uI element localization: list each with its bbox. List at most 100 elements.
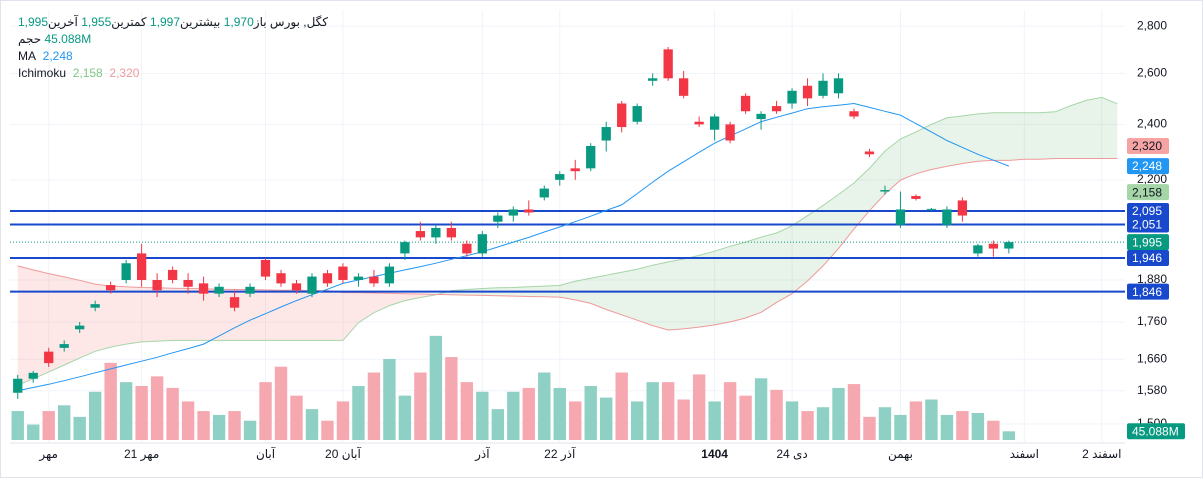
cloud-fill	[250, 289, 266, 341]
x-tick-label: 21 مهر	[124, 447, 159, 462]
volume-bar	[615, 372, 628, 440]
volume-bar	[274, 366, 288, 440]
volume-bar	[863, 416, 876, 440]
candle-body	[679, 78, 689, 96]
volume-bar	[832, 387, 845, 440]
candle-body	[322, 273, 333, 284]
candle-body	[400, 242, 410, 254]
candle-body	[524, 209, 534, 213]
legend-ichimoku-a: 2,158	[72, 66, 103, 80]
span-a-line	[17, 96, 1118, 386]
volume-bar	[894, 414, 907, 440]
candle-body	[833, 78, 844, 94]
candle-body	[121, 263, 131, 280]
candle-body	[617, 103, 627, 128]
candle-body	[663, 49, 673, 79]
price-badge	[1127, 202, 1169, 219]
volume-bar	[878, 407, 892, 440]
volume-bar	[321, 420, 334, 440]
volume-bar	[305, 409, 319, 440]
cloud-fill	[900, 131, 916, 181]
volume-bar	[460, 382, 474, 440]
legend-ma-label: MA	[18, 49, 36, 63]
volume-bar	[119, 382, 133, 440]
candle-body	[864, 151, 875, 155]
y-tick-label: 2,400	[1137, 117, 1167, 131]
volume-bar	[243, 420, 257, 440]
volume-bar	[816, 407, 830, 440]
cloud-fill	[962, 113, 978, 164]
candle-body	[214, 286, 224, 294]
volume-bar	[73, 416, 86, 440]
candle-body	[167, 269, 178, 280]
legend-volume-value: 45.088M	[44, 32, 92, 46]
volume-bar	[27, 424, 40, 440]
x-tick-label: 20 آبان	[325, 446, 361, 461]
candle-body	[446, 227, 456, 238]
candle-body	[106, 285, 116, 291]
candle-body	[740, 95, 751, 112]
candle-body	[756, 113, 766, 120]
cloud-fill	[141, 287, 158, 342]
legend-ma-value: 2,248	[42, 49, 73, 63]
candle-body	[13, 378, 23, 393]
cloud-fill	[203, 288, 220, 341]
candle-body	[415, 231, 426, 238]
volume-bar	[1002, 431, 1016, 440]
cloud-fill	[296, 290, 312, 341]
cloud-fill	[668, 258, 684, 331]
cloud-fill	[931, 117, 947, 170]
cloud-fill	[838, 183, 854, 249]
ma-line	[17, 102, 1010, 392]
x-tick-label: 1404	[701, 447, 728, 461]
cloud-fill	[1070, 100, 1087, 159]
candle-body	[462, 243, 472, 254]
volume-bar	[522, 387, 535, 440]
volume-bar	[940, 414, 954, 440]
candle-body	[245, 286, 255, 294]
price-badge	[1127, 137, 1169, 154]
legend-symbol: کگل, بورس	[269, 15, 328, 29]
volume-bar	[88, 391, 102, 440]
candle-body	[477, 234, 487, 254]
candle-body	[601, 127, 611, 141]
volume-bar	[290, 395, 303, 440]
y-tick-label: 1,760	[1137, 314, 1167, 328]
volume-bar	[785, 401, 799, 440]
cloud-fill	[869, 150, 885, 211]
cloud-fill	[281, 290, 297, 341]
volume-bar	[507, 391, 520, 440]
cloud-fill	[342, 292, 359, 341]
legend-ohlc-value: 1,995	[18, 15, 49, 29]
volume-bar	[135, 386, 148, 440]
x-tick-label: آبان	[256, 446, 276, 461]
candle-body	[90, 304, 100, 308]
price-badge	[1127, 249, 1169, 266]
cloud-fill	[761, 232, 777, 313]
price-badge-label: 1,946	[1132, 251, 1162, 265]
volume-bar	[739, 395, 752, 440]
candle-body	[229, 297, 240, 308]
volume-bar	[584, 386, 597, 440]
volume-bar	[801, 411, 814, 440]
cloud-fill	[1086, 97, 1102, 159]
volume-bar	[708, 401, 721, 440]
price-badge-label: 1,995	[1132, 235, 1162, 249]
price-badge	[1127, 184, 1169, 201]
volume-bar	[336, 401, 350, 440]
candle-body	[338, 266, 348, 280]
y-tick-label: 2,600	[1137, 66, 1167, 80]
candle-body	[911, 195, 921, 199]
candle-body	[28, 372, 38, 379]
volume-bar	[770, 389, 783, 440]
cloud-fill	[823, 194, 839, 266]
volume-bar	[429, 335, 443, 440]
legend-ohlc-label: بیشترین	[180, 15, 221, 29]
cloud-fill	[776, 225, 793, 303]
legend-ohlc-value: 1,997	[149, 15, 181, 29]
cloud-fill	[637, 265, 653, 326]
volume-bar	[181, 401, 195, 440]
volume-bar	[398, 395, 412, 440]
